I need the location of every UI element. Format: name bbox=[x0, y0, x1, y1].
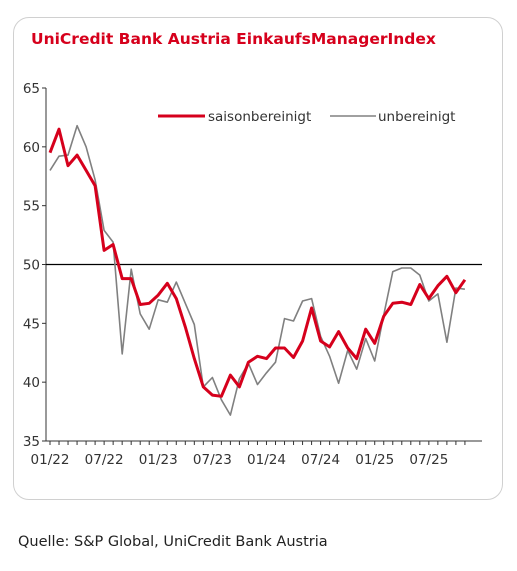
x-tick-label: 01/24 bbox=[247, 452, 286, 468]
y-tick-label: 45 bbox=[23, 316, 40, 332]
y-tick-label: 35 bbox=[23, 434, 40, 450]
y-tick-label: 50 bbox=[23, 258, 40, 274]
chart-area: 35 40 45 50 55 60 65 01/22 07/22 01/23 07/23 01/24 0… bbox=[23, 81, 482, 468]
x-tick-label: 07/22 bbox=[85, 452, 124, 468]
x-tick-label: 07/24 bbox=[301, 452, 340, 468]
chart-frame bbox=[13, 17, 503, 500]
series-line-unbereinigt bbox=[49, 124, 466, 416]
y-tick-label: 60 bbox=[23, 140, 40, 156]
legend-label-saisonbereinigt: saisonbereinigt bbox=[208, 109, 311, 125]
chart-title: UniCredit Bank Austria EinkaufsManagerIn… bbox=[31, 30, 436, 48]
x-tick-label: 01/22 bbox=[31, 452, 70, 468]
source-note: Quelle: S&P Global, UniCredit Bank Austr… bbox=[18, 534, 328, 550]
x-tick-label: 01/23 bbox=[139, 452, 178, 468]
y-tick-label: 40 bbox=[23, 375, 40, 391]
x-tick-label: 07/23 bbox=[193, 452, 232, 468]
x-tick-label: 07/25 bbox=[409, 452, 448, 468]
y-tick-label: 65 bbox=[23, 81, 40, 97]
legend-label-unbereinigt: unbereinigt bbox=[378, 109, 455, 125]
y-tick-label: 55 bbox=[23, 199, 40, 215]
x-tick-label: 01/25 bbox=[355, 452, 394, 468]
series-line-saisonbereinigt bbox=[48, 127, 467, 398]
